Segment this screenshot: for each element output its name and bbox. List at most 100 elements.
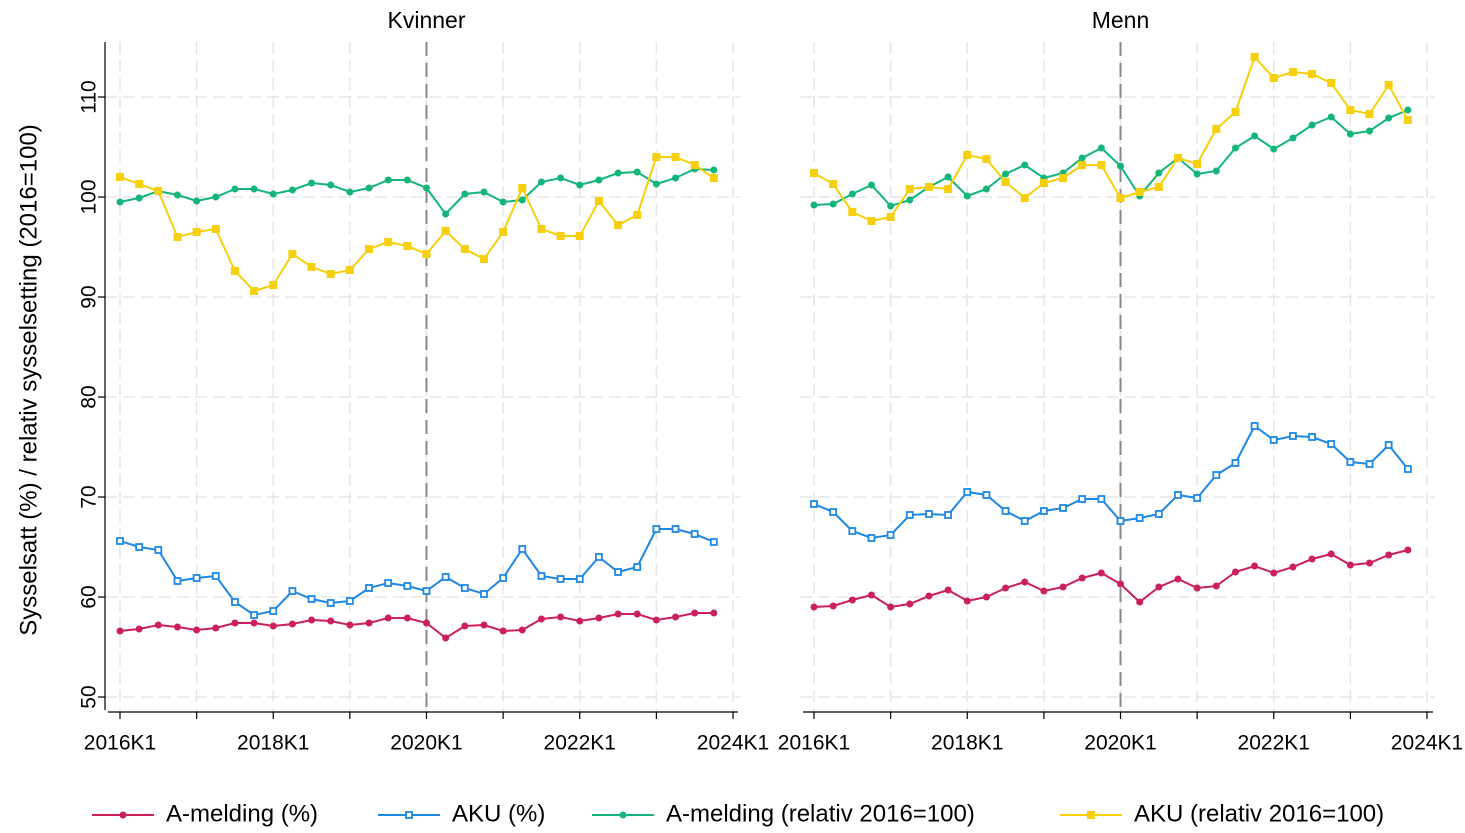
marker: [269, 622, 277, 630]
marker: [460, 584, 469, 592]
marker: [982, 593, 990, 601]
marker: [810, 603, 818, 611]
y-tick-label: 80: [78, 385, 101, 408]
marker: [633, 610, 641, 618]
marker: [1346, 458, 1355, 466]
marker: [173, 577, 182, 585]
marker: [231, 619, 239, 627]
marker: [1078, 154, 1086, 162]
marker: [1308, 121, 1316, 129]
marker: [1155, 583, 1163, 591]
series-line: [119, 612, 714, 640]
marker: [575, 232, 584, 240]
series-line: [119, 156, 715, 293]
marker: [212, 193, 220, 201]
marker: [192, 228, 201, 236]
marker: [848, 527, 857, 535]
marker: [829, 508, 838, 516]
marker: [848, 190, 856, 198]
marker: [423, 619, 430, 627]
marker: [1116, 194, 1125, 202]
marker: [1097, 144, 1105, 152]
marker: [269, 281, 278, 289]
marker: [1366, 559, 1374, 567]
marker: [1059, 583, 1067, 591]
marker: [537, 178, 545, 186]
marker: [518, 184, 527, 192]
series-line: [813, 549, 1409, 609]
marker: [1251, 562, 1259, 570]
x-tick-label: 2024K1: [697, 732, 769, 755]
marker: [441, 227, 450, 235]
marker: [403, 176, 411, 184]
marker: [672, 174, 680, 182]
marker: [575, 575, 584, 583]
marker: [1039, 507, 1048, 515]
marker: [135, 625, 143, 633]
marker: [250, 287, 259, 295]
marker: [1308, 70, 1317, 78]
marker: [480, 621, 488, 629]
marker: [384, 614, 392, 622]
marker: [326, 599, 335, 607]
marker: [1002, 584, 1010, 592]
marker: [518, 626, 526, 634]
marker: [867, 217, 876, 225]
marker: [963, 151, 972, 159]
marker: [556, 575, 565, 583]
marker: [327, 617, 335, 625]
marker: [652, 153, 661, 161]
marker: [1289, 432, 1297, 440]
marker: [1097, 569, 1105, 577]
marker: [1384, 441, 1393, 449]
marker: [365, 584, 373, 592]
marker: [1212, 471, 1221, 479]
marker: [193, 626, 201, 634]
marker: [1365, 460, 1374, 468]
marker: [1231, 108, 1240, 116]
series-line: [119, 528, 715, 617]
marker: [1020, 517, 1029, 525]
marker: [116, 627, 124, 635]
panel-title: Menn: [1092, 7, 1150, 33]
marker: [173, 191, 181, 199]
marker: [1346, 106, 1355, 114]
marker: [709, 174, 718, 182]
marker: [1346, 130, 1354, 138]
marker: [1173, 154, 1182, 162]
marker: [652, 525, 661, 533]
marker: [499, 228, 508, 236]
marker: [345, 266, 354, 274]
marker: [1097, 161, 1106, 169]
marker: [307, 595, 316, 603]
y-tick-label: 90: [78, 285, 101, 308]
marker: [518, 196, 526, 204]
marker: [829, 180, 838, 188]
marker: [288, 250, 297, 258]
marker: [461, 622, 469, 630]
marker: [1078, 495, 1087, 503]
marker: [944, 511, 952, 519]
marker: [403, 614, 411, 622]
marker: [1059, 504, 1067, 512]
marker: [442, 634, 450, 642]
marker: [135, 543, 144, 551]
marker: [905, 185, 914, 193]
marker: [906, 196, 914, 204]
marker: [633, 563, 642, 571]
marker: [710, 609, 718, 617]
marker: [116, 198, 124, 206]
marker: [442, 210, 450, 218]
marker: [1327, 79, 1336, 87]
x-tick-label: 2016K1: [84, 732, 156, 755]
marker: [810, 201, 818, 209]
marker: [867, 591, 875, 599]
marker: [480, 188, 488, 196]
x-tick-label: 2018K1: [237, 732, 309, 755]
marker: [537, 615, 545, 623]
marker: [1365, 110, 1374, 118]
marker: [1327, 550, 1335, 558]
marker: [576, 181, 584, 189]
y-axis-label: Sysselsatt (%) / relativ sysselsetting (…: [15, 124, 42, 636]
marker: [1059, 174, 1068, 182]
